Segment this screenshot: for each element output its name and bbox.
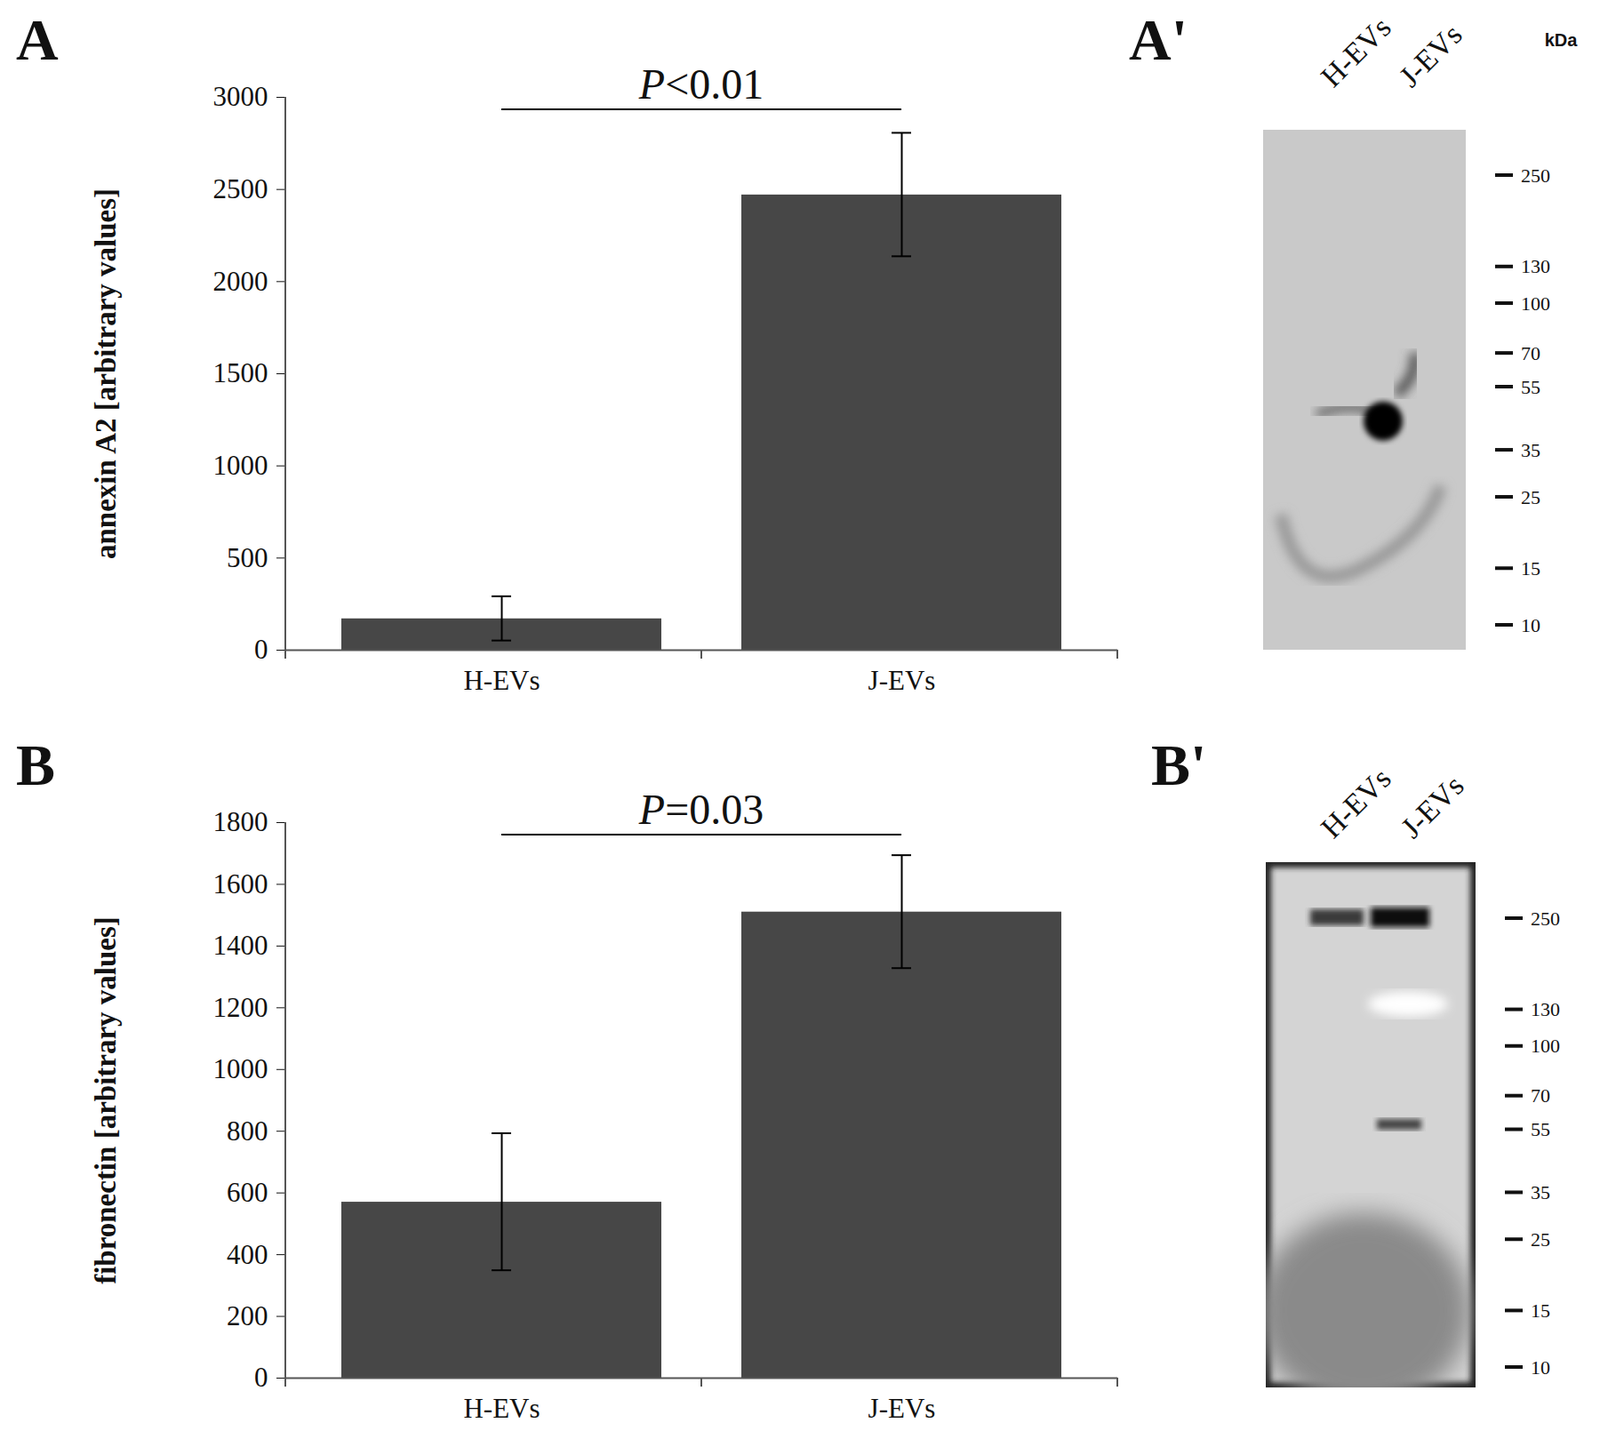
svg-text:fibronectin [arbitrary values]: fibronectin [arbitrary values] [89, 916, 122, 1285]
svg-text:2000: 2000 [213, 265, 269, 297]
svg-text:J-EVs: J-EVs [868, 1392, 936, 1424]
svg-text:2500: 2500 [213, 173, 269, 205]
svg-text:H-EVs: H-EVs [1314, 761, 1398, 845]
html-text:A: A [16, 7, 59, 72]
svg-text:J-EVs: J-EVs [1392, 17, 1469, 94]
svg-text:1000: 1000 [213, 449, 269, 481]
svg-text:1200: 1200 [213, 992, 269, 1024]
svg-text:600: 600 [226, 1176, 269, 1208]
svg-text:1600: 1600 [213, 868, 269, 900]
svg-text:1500: 1500 [213, 357, 269, 389]
svg-text:55: 55 [1530, 1118, 1551, 1141]
svg-text:500: 500 [226, 542, 269, 574]
svg-text:100: 100 [1520, 292, 1551, 315]
svg-text:25: 25 [1520, 486, 1541, 509]
svg-text:130: 130 [1530, 998, 1560, 1021]
svg-text:P<0.01: P<0.01 [638, 60, 764, 108]
svg-text:800: 800 [226, 1115, 269, 1147]
svg-text:400: 400 [226, 1239, 269, 1271]
svg-text:1000: 1000 [213, 1053, 269, 1085]
svg-text:15: 15 [1530, 1299, 1551, 1322]
svg-text:55: 55 [1520, 376, 1541, 399]
svg-text:70: 70 [1520, 342, 1541, 365]
svg-text:35: 35 [1520, 439, 1541, 462]
html-text:B': B' [1151, 732, 1207, 798]
svg-text:250: 250 [1520, 164, 1551, 187]
svg-text:200: 200 [226, 1300, 269, 1332]
svg-text:J-EVs: J-EVs [868, 664, 936, 696]
svg-text:1400: 1400 [213, 929, 269, 961]
svg-text:kDa: kDa [1544, 30, 1579, 50]
svg-text:10: 10 [1520, 614, 1541, 637]
svg-text:100: 100 [1530, 1034, 1560, 1057]
svg-text:H-EVs: H-EVs [463, 664, 540, 696]
html-text:A': A' [1128, 7, 1188, 72]
svg-text:H-EVs: H-EVs [463, 1392, 540, 1424]
svg-text:0: 0 [254, 1361, 269, 1393]
svg-text:250: 250 [1530, 907, 1560, 930]
svg-text:70: 70 [1530, 1084, 1551, 1107]
svg-text:0: 0 [254, 633, 269, 665]
svg-text:annexin A2 [arbitrary values]: annexin A2 [arbitrary values] [89, 188, 122, 560]
svg-text:3000: 3000 [213, 80, 269, 112]
html-text:B: B [16, 732, 56, 798]
svg-text:J-EVs: J-EVs [1394, 768, 1471, 845]
svg-text:P=0.03: P=0.03 [638, 785, 764, 833]
svg-text:15: 15 [1520, 557, 1541, 580]
svg-text:1800: 1800 [213, 806, 269, 838]
svg-text:H-EVs: H-EVs [1314, 10, 1398, 94]
svg-text:130: 130 [1520, 255, 1551, 278]
svg-text:10: 10 [1530, 1356, 1551, 1379]
svg-text:25: 25 [1530, 1228, 1551, 1251]
svg-text:35: 35 [1530, 1181, 1551, 1204]
